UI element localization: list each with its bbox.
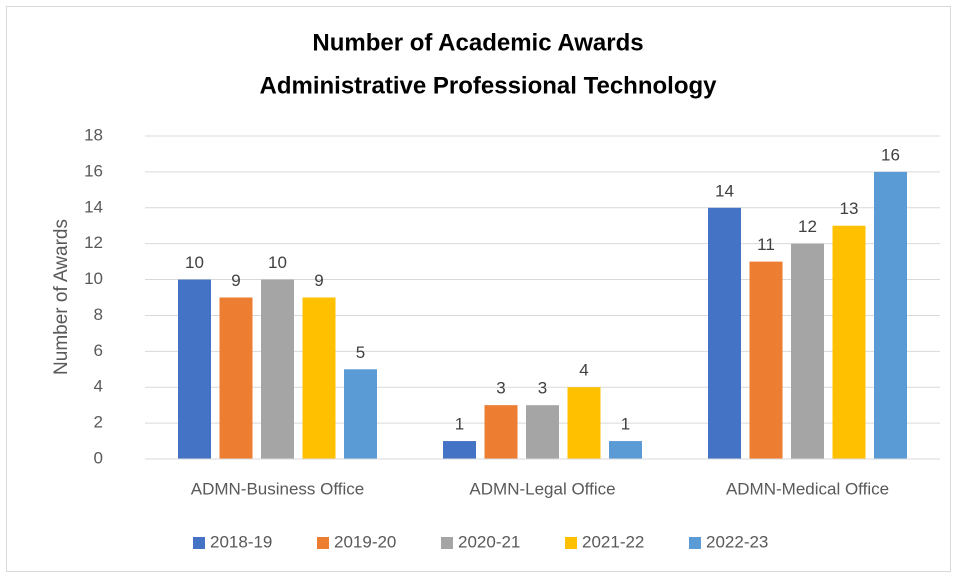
legend-swatch — [193, 537, 205, 549]
bar — [791, 243, 824, 459]
x-tick-label: ADMN-Medical Office — [726, 479, 889, 498]
bar — [749, 261, 783, 459]
y-tick-label: 0 — [94, 448, 103, 467]
bar — [874, 171, 907, 459]
chart-title: Administrative Professional Technology — [260, 72, 718, 99]
data-label: 1 — [455, 415, 464, 434]
bar — [302, 297, 336, 459]
data-label: 13 — [840, 199, 859, 218]
data-label: 10 — [268, 253, 287, 272]
x-tick-label: ADMN-Business Office — [191, 479, 365, 498]
legend-label: 2019-20 — [334, 532, 396, 551]
bar — [178, 279, 211, 459]
legend-swatch — [565, 537, 577, 549]
data-label: 9 — [231, 271, 240, 290]
data-label: 16 — [881, 145, 900, 164]
data-label: 12 — [798, 217, 817, 236]
x-tick-label: ADMN-Legal Office — [469, 479, 615, 498]
legend-label: 2021-22 — [582, 532, 644, 551]
y-tick-label: 2 — [94, 413, 103, 432]
bar — [609, 441, 642, 459]
bar — [526, 405, 559, 459]
legend-label: 2020-21 — [458, 532, 520, 551]
data-label: 14 — [715, 181, 734, 200]
y-tick-label: 4 — [94, 377, 103, 396]
bar — [567, 387, 601, 459]
bar — [443, 441, 476, 459]
bar — [261, 279, 294, 459]
legend-label: 2018-19 — [210, 532, 272, 551]
data-label: 10 — [185, 253, 204, 272]
data-label: 5 — [356, 343, 365, 362]
data-label: 3 — [538, 379, 547, 398]
y-tick-label: 6 — [94, 341, 103, 360]
data-label: 3 — [496, 379, 505, 398]
bar — [344, 369, 377, 459]
y-tick-label: 10 — [84, 269, 103, 288]
legend-swatch — [441, 537, 453, 549]
bar — [219, 297, 253, 459]
data-label: 9 — [314, 271, 323, 290]
y-tick-label: 8 — [94, 305, 103, 324]
data-label: 1 — [621, 415, 630, 434]
bar — [708, 207, 741, 459]
legend-label: 2022-23 — [706, 532, 768, 551]
legend-swatch — [317, 537, 329, 549]
chart-title: Number of Academic Awards — [312, 29, 643, 56]
y-tick-label: 18 — [84, 125, 103, 144]
bar — [484, 405, 518, 459]
y-axis-label: Number of Awards — [51, 219, 72, 375]
data-label: 11 — [757, 235, 775, 254]
y-tick-label: 14 — [84, 197, 103, 216]
legend-swatch — [689, 537, 701, 549]
bar — [832, 225, 866, 459]
y-tick-label: 12 — [84, 233, 103, 252]
y-tick-label: 16 — [84, 161, 103, 180]
data-label: 4 — [579, 361, 588, 380]
